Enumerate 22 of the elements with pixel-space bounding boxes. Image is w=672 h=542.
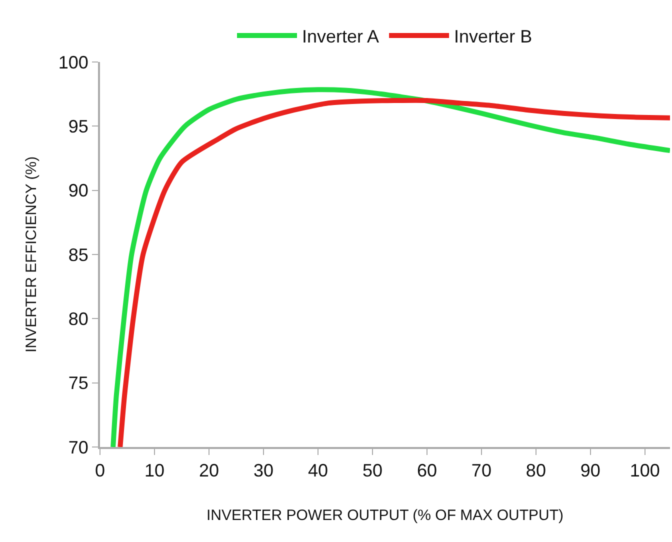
x-tick-label: 50: [362, 460, 382, 481]
legend-label: Inverter A: [302, 26, 380, 47]
y-tick-label: 80: [68, 308, 88, 329]
y-tick-label: 95: [68, 116, 88, 136]
y-tick-label: 100: [58, 52, 88, 72]
y-tick-label: 75: [68, 373, 88, 394]
y-tick-label: 85: [68, 244, 88, 265]
x-tick-label: 90: [580, 460, 600, 481]
x-tick-label: 70: [471, 460, 492, 481]
y-tick-label: 90: [68, 180, 88, 201]
x-tick-label: 100: [630, 460, 660, 481]
x-tick-label: 10: [144, 460, 165, 481]
x-tick-label: 0: [94, 460, 106, 481]
x-tick-label: 30: [253, 460, 274, 481]
x-tick-label: 60: [416, 460, 437, 481]
x-tick-label: 80: [526, 460, 546, 481]
x-tick-label: 40: [308, 460, 328, 481]
x-axis-title: INVERTER POWER OUTPUT (% OF MAX OUTPUT): [206, 507, 564, 524]
y-tick-label: 70: [68, 437, 88, 458]
legend-label: Inverter B: [454, 26, 532, 47]
x-tick-label: 20: [198, 460, 220, 481]
y-axis-title: INVERTER EFFICIENCY (%): [23, 156, 40, 353]
